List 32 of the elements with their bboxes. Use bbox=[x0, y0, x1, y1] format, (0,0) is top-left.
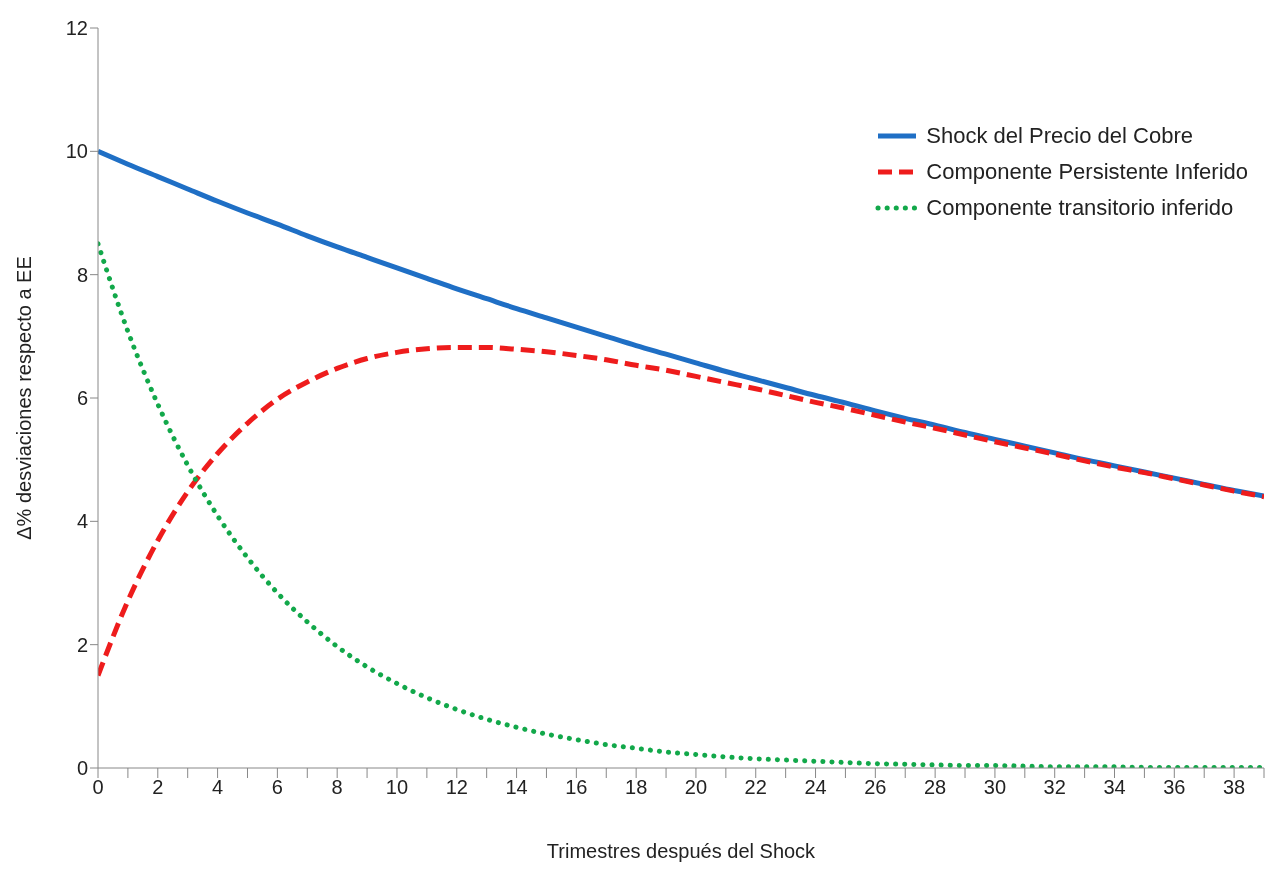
x-tick-label: 18 bbox=[625, 776, 648, 799]
x-tick-label: 14 bbox=[505, 776, 528, 799]
x-tick-label: 2 bbox=[152, 776, 164, 799]
x-tick-label: 16 bbox=[565, 776, 588, 799]
legend-label: Componente Persistente Inferido bbox=[926, 159, 1248, 185]
x-tick-label: 24 bbox=[804, 776, 827, 799]
x-tick-label: 12 bbox=[445, 776, 468, 799]
x-tick-label: 0 bbox=[92, 776, 104, 799]
y-tick-label: 2 bbox=[76, 633, 88, 656]
x-tick-label: 28 bbox=[924, 776, 947, 799]
x-axis-title: Trimestres después del Shock bbox=[546, 840, 817, 862]
x-tick-label: 26 bbox=[864, 776, 887, 799]
x-tick-label: 38 bbox=[1222, 776, 1246, 799]
x-tick-label: 4 bbox=[212, 776, 224, 799]
x-tick-label: 32 bbox=[1043, 776, 1066, 799]
x-tick-label: 36 bbox=[1163, 776, 1186, 799]
x-tick-label: 34 bbox=[1103, 776, 1126, 799]
x-tick-label: 8 bbox=[331, 776, 343, 799]
x-tick-label: 30 bbox=[983, 776, 1007, 799]
y-tick-label: 8 bbox=[76, 263, 88, 286]
x-tick-label: 10 bbox=[385, 776, 409, 799]
legend-label: Componente transitorio inferido bbox=[926, 195, 1234, 221]
legend-label: Shock del Precio del Cobre bbox=[926, 123, 1193, 149]
x-tick-label: 22 bbox=[744, 776, 767, 799]
y-axis-title: Δ% desviaciones respecto a EE bbox=[13, 256, 36, 540]
x-tick-label: 6 bbox=[271, 776, 283, 799]
x-tick-label: 20 bbox=[684, 776, 708, 799]
y-tick-label: 6 bbox=[76, 387, 88, 410]
y-tick-label: 10 bbox=[65, 140, 88, 163]
y-tick-label: 4 bbox=[76, 510, 88, 533]
y-tick-label: 0 bbox=[76, 757, 88, 780]
y-tick-label: 12 bbox=[65, 17, 88, 40]
